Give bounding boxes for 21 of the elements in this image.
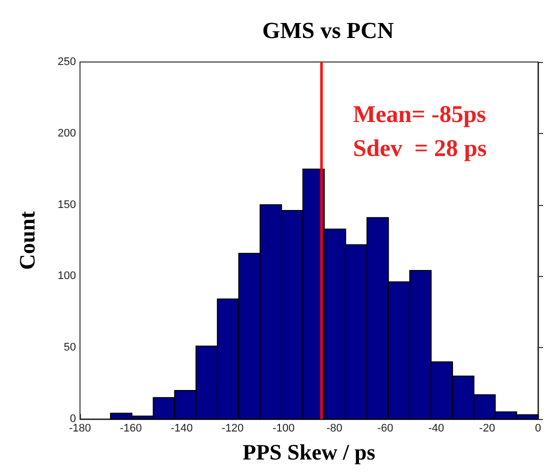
x-tick-label: -20 — [479, 422, 496, 434]
x-tick-label: -60 — [377, 422, 394, 434]
x-axis-title: PPS Skew / ps — [242, 440, 376, 464]
x-tick-label: 0 — [534, 422, 542, 434]
x-tick-label: -160 — [120, 422, 142, 434]
x-tick-label: -180 — [68, 422, 92, 434]
y-tick-label: 150 — [58, 198, 76, 211]
y-tick-label: 0 — [70, 413, 76, 425]
annotation: Mean= -85ps — [353, 102, 486, 128]
chart-title: GMS vs PCN — [262, 18, 394, 43]
x-tick-label: -120 — [222, 422, 244, 434]
y-tick-label: 50 — [64, 342, 76, 354]
x-tick-label: -140 — [170, 422, 193, 434]
y-axis-title: Count — [14, 210, 40, 270]
x-tick-label: -40 — [428, 422, 444, 434]
y-tick-label: 200 — [58, 127, 76, 140]
x-tick-label: -100 — [272, 422, 295, 434]
annotation: Sdev = 28 ps — [353, 136, 487, 162]
x-tick-label: -80 — [326, 422, 342, 434]
y-tick-label: 250 — [58, 56, 76, 68]
y-tick-label: 100 — [58, 270, 76, 282]
